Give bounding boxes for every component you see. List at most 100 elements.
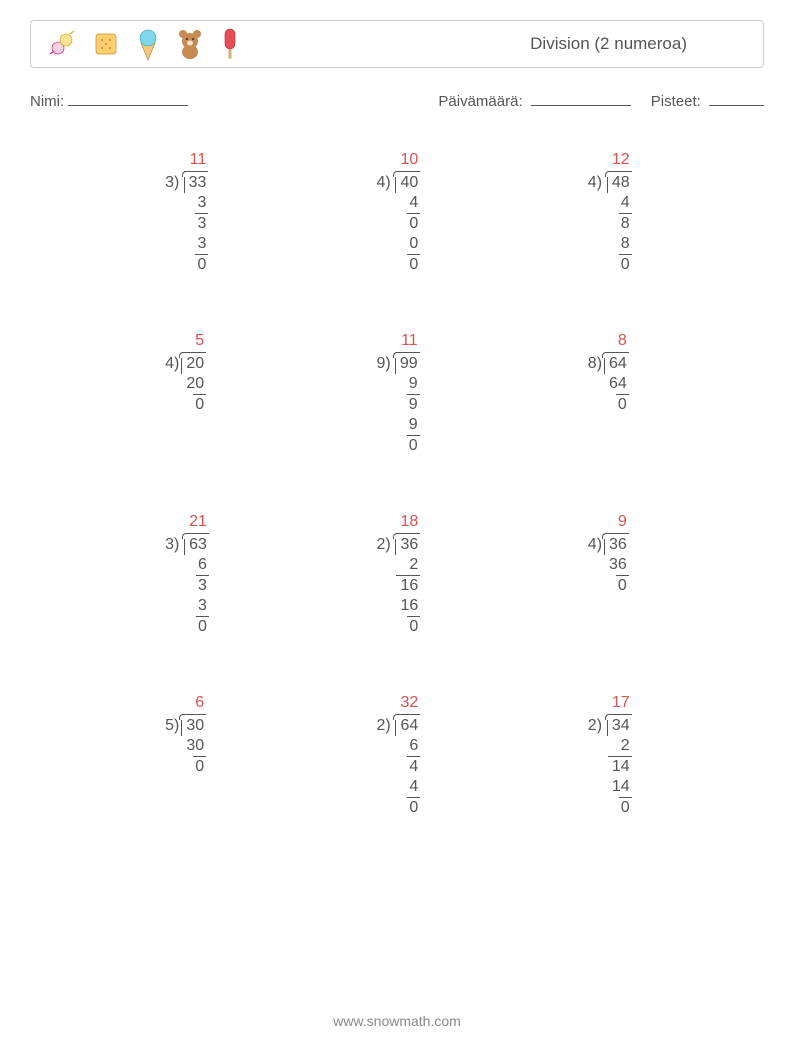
date-label: Päivämäärä: xyxy=(438,93,522,110)
division-problem: 119)11999990 xyxy=(311,331,482,456)
work-step: 4 xyxy=(407,756,420,777)
dividend: 48 xyxy=(607,172,632,193)
divisor: 3) xyxy=(162,534,184,555)
division-problem: 213)21636330 xyxy=(100,512,271,637)
info-line: Nimi: Päivämäärä: Pisteet: xyxy=(30,92,764,110)
work-step: 14 xyxy=(608,756,632,777)
work-step: 3 xyxy=(195,193,208,213)
quotient: 9 xyxy=(605,512,629,534)
division-problem: 322)32646440 xyxy=(311,693,482,818)
division-problem: 182)1836216160 xyxy=(311,512,482,637)
quotient: 12 xyxy=(608,150,632,172)
divisor: 2) xyxy=(374,715,396,736)
quotient: 8 xyxy=(605,331,629,353)
work-step: 0 xyxy=(196,616,209,637)
dividend: 20 xyxy=(181,353,206,374)
score-label: Pisteet: xyxy=(651,93,701,110)
work-step: 64 xyxy=(605,374,629,394)
header-icons xyxy=(47,27,241,61)
divisor: 2) xyxy=(585,715,607,736)
header-box: Division (2 numeroa) xyxy=(30,20,764,68)
work-step: 4 xyxy=(407,193,420,213)
work-step: 0 xyxy=(193,394,206,415)
candy-icon xyxy=(47,29,77,59)
dividend: 64 xyxy=(395,715,420,736)
work-step: 0 xyxy=(616,394,629,415)
division-problem: 172)1734214140 xyxy=(523,693,694,818)
work-step: 14 xyxy=(608,777,632,797)
division-problem: 94)936360 xyxy=(523,512,694,637)
division-problem: 104)10404000 xyxy=(311,150,482,275)
work-step: 8 xyxy=(619,213,632,234)
name-blank[interactable] xyxy=(68,92,188,106)
quotient: 32 xyxy=(396,693,420,715)
work-step: 4 xyxy=(619,193,632,213)
dividend: 99 xyxy=(395,353,420,374)
work-step: 3 xyxy=(196,575,209,596)
popsicle-icon xyxy=(219,27,241,61)
work-step: 0 xyxy=(407,254,420,275)
divisor: 9) xyxy=(374,353,395,374)
work-step: 16 xyxy=(396,596,420,616)
work-step: 30 xyxy=(182,736,206,756)
dividend: 30 xyxy=(181,715,206,736)
dividend: 34 xyxy=(607,715,632,736)
footer-url: www.snowmath.com xyxy=(0,1013,794,1029)
work-step: 3 xyxy=(195,213,208,234)
division-problem: 88)864640 xyxy=(523,331,694,456)
quotient: 11 xyxy=(396,331,420,353)
division-problem: 65)630300 xyxy=(100,693,271,818)
icecream-icon xyxy=(135,27,161,61)
quotient: 5 xyxy=(182,331,206,353)
bear-icon xyxy=(175,28,205,60)
work-step: 2 xyxy=(407,555,420,575)
work-step: 0 xyxy=(407,797,420,818)
division-problem: 124)12484880 xyxy=(523,150,694,275)
divisor: 2) xyxy=(374,534,396,555)
work-step: 6 xyxy=(407,736,420,756)
cracker-icon xyxy=(91,29,121,59)
work-step: 0 xyxy=(407,616,420,637)
work-step: 3 xyxy=(195,234,208,254)
work-step: 0 xyxy=(407,435,420,456)
work-step: 0 xyxy=(619,797,632,818)
date-blank[interactable] xyxy=(531,92,631,106)
division-problem: 54)520200 xyxy=(100,331,271,456)
work-step: 9 xyxy=(407,394,420,415)
dividend: 63 xyxy=(184,534,209,555)
work-step: 0 xyxy=(195,254,208,275)
dividend: 36 xyxy=(395,534,420,555)
work-step: 36 xyxy=(605,555,629,575)
work-step: 9 xyxy=(407,415,420,435)
division-problem: 113)11333330 xyxy=(100,150,271,275)
divisor: 3) xyxy=(163,172,184,193)
quotient: 18 xyxy=(396,512,420,534)
dividend: 36 xyxy=(604,534,629,555)
quotient: 11 xyxy=(184,150,208,172)
work-step: 6 xyxy=(196,555,209,575)
divisor: 4) xyxy=(374,172,396,193)
work-step: 0 xyxy=(407,234,420,254)
dividend: 33 xyxy=(184,172,209,193)
work-step: 0 xyxy=(407,213,420,234)
work-step: 2 xyxy=(619,736,632,756)
work-step: 0 xyxy=(619,254,632,275)
dividend: 40 xyxy=(395,172,420,193)
work-step: 4 xyxy=(407,777,420,797)
work-step: 8 xyxy=(619,234,632,254)
name-label: Nimi: xyxy=(30,93,64,110)
work-step: 0 xyxy=(193,756,206,777)
work-step: 9 xyxy=(407,374,420,394)
problems-grid: 113)11333330104)10404000124)1248488054)5… xyxy=(30,150,764,818)
score-blank[interactable] xyxy=(709,92,764,106)
work-step: 20 xyxy=(182,374,206,394)
quotient: 6 xyxy=(182,693,206,715)
quotient: 17 xyxy=(608,693,632,715)
work-step: 0 xyxy=(616,575,629,596)
dividend: 64 xyxy=(604,353,629,374)
work-step: 3 xyxy=(196,596,209,616)
divisor: 4) xyxy=(585,172,607,193)
quotient: 21 xyxy=(185,512,209,534)
work-step: 16 xyxy=(396,575,420,596)
quotient: 10 xyxy=(396,150,420,172)
